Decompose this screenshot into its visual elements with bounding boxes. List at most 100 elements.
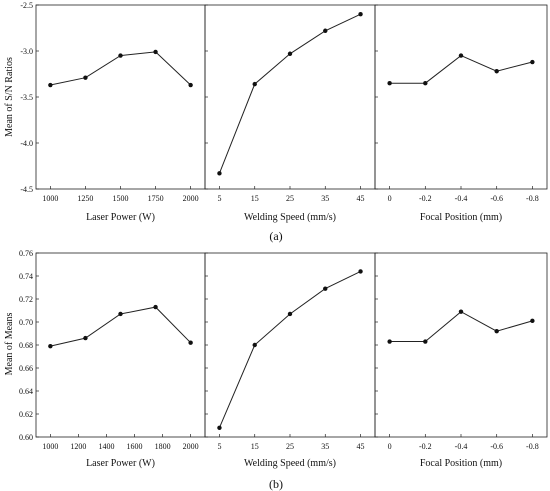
- data-point: [323, 28, 328, 33]
- x-tick-label: 1250: [77, 194, 93, 203]
- data-point: [83, 75, 88, 80]
- data-point: [48, 82, 53, 88]
- x-tick-label: 15: [251, 194, 259, 203]
- chart-b-caption: (b): [269, 477, 283, 491]
- panel-frame: [374, 252, 548, 438]
- data-point: [530, 318, 535, 324]
- x-axis-label: Laser Power (W): [86, 212, 155, 223]
- x-tick-label: 2000: [183, 194, 199, 203]
- data-point: [118, 311, 123, 317]
- x-tick-label: 15: [251, 442, 259, 451]
- data-point: [287, 311, 293, 317]
- chart-a: Mean of S/N Ratios (a) -4.5-4.0-3.5-3.0-…: [4, 1, 548, 243]
- y-tick-label: 0.72: [19, 295, 33, 304]
- data-point: [83, 335, 88, 341]
- x-tick-label: 45: [357, 194, 365, 203]
- data-point: [423, 81, 428, 86]
- x-tick-label: 35: [321, 194, 329, 203]
- y-tick-label: -4.5: [20, 185, 33, 194]
- data-point: [423, 339, 428, 344]
- x-tick-label: 5: [217, 442, 221, 451]
- y-tick-label: 0.66: [19, 364, 33, 373]
- y-tick-label: -3.5: [20, 93, 33, 102]
- x-tick-label: 5: [217, 194, 221, 203]
- x-tick-label: 0: [388, 442, 392, 451]
- y-tick-label: 0.68: [19, 341, 33, 350]
- x-tick-label: 1750: [148, 194, 164, 203]
- chart-0-panel-0: -4.5 -4.0 -3.5 -3.0 -2.5 1000 1250 1500 1750 2000…: [20, 1, 206, 223]
- x-axis-label: Focal Position (mm): [420, 212, 502, 223]
- data-point: [188, 340, 193, 345]
- y-tick-label: 0.64: [19, 387, 33, 396]
- x-axis-label: Laser Power (W): [86, 458, 155, 469]
- data-point: [188, 82, 193, 88]
- data-point: [387, 339, 392, 344]
- data-point: [118, 53, 123, 58]
- y-tick-label: 0.74: [19, 272, 33, 281]
- data-point: [458, 53, 464, 58]
- data-point: [387, 81, 392, 86]
- x-tick-label: 2000: [183, 442, 199, 451]
- x-tick-label: 25: [286, 194, 294, 203]
- y-tick-label: -3.0: [20, 47, 33, 56]
- x-tick-label: -0.6: [490, 442, 503, 451]
- x-tick-label: -0.2: [419, 194, 432, 203]
- panel-frame: [374, 4, 548, 190]
- data-point: [530, 59, 535, 65]
- chart-0-panel-2: 0 -0.2 -0.4 -0.6 -0.8 Focal Position (mm): [374, 4, 548, 223]
- data-point: [153, 304, 158, 310]
- chart-a-ylabel: Mean of S/N Ratios: [4, 57, 15, 137]
- x-tick-label: 1500: [113, 194, 129, 203]
- data-point: [358, 269, 363, 274]
- y-tick-label: 0.62: [19, 410, 33, 419]
- chart-b-ylabel: Mean of Means: [4, 313, 15, 376]
- chart-0-panel-1: 5 15 25 35 45 Welding Speed (mm/s): [204, 4, 376, 223]
- x-tick-label: -0.2: [419, 442, 432, 451]
- data-point: [252, 81, 257, 87]
- y-tick-label: 0.60: [19, 433, 33, 442]
- x-tick-label: -0.4: [455, 194, 468, 203]
- x-axis-label: Focal Position (mm): [420, 458, 502, 469]
- chart-1-panel-2: 0 -0.2 -0.4 -0.6 -0.8 Focal Position (mm): [374, 252, 548, 469]
- x-tick-label: -0.4: [455, 442, 468, 451]
- panel-frame: [35, 4, 206, 190]
- series-line: [389, 311, 533, 342]
- data-point: [252, 342, 257, 348]
- chart-a-caption: (a): [269, 229, 282, 243]
- data-point: [494, 329, 499, 334]
- x-tick-label: 25: [286, 442, 294, 451]
- chart-1-panel-0: 0.60 0.62 0.64 0.66 0.68 0.70 0.72 0.74 0.76 1000…: [19, 249, 206, 469]
- y-tick-label: 0.76: [19, 249, 33, 258]
- data-point: [217, 425, 222, 430]
- series-line: [218, 270, 361, 428]
- x-tick-label: 1400: [98, 442, 114, 451]
- x-axis-label: Welding Speed (mm/s): [244, 458, 336, 469]
- x-tick-label: 35: [321, 442, 329, 451]
- y-tick-label: -2.5: [20, 1, 33, 10]
- chart-1-panel-1: 5 15 25 35 45 Welding Speed (mm/s): [204, 252, 376, 469]
- data-point: [153, 49, 158, 55]
- data-point: [217, 171, 222, 176]
- data-point: [358, 12, 363, 17]
- data-point: [494, 69, 499, 74]
- x-tick-label: 1600: [127, 442, 143, 451]
- data-point: [287, 51, 293, 56]
- x-tick-label: 45: [357, 442, 365, 451]
- data-point: [458, 309, 464, 314]
- series-line: [389, 55, 533, 84]
- y-tick-label: 0.70: [19, 318, 33, 327]
- x-tick-label: 1000: [42, 442, 58, 451]
- data-point: [48, 343, 53, 349]
- panel-frame: [204, 4, 376, 190]
- series-line: [218, 13, 361, 174]
- panel-frame: [204, 252, 376, 438]
- panel-frame: [35, 252, 206, 438]
- data-point: [323, 286, 328, 291]
- x-tick-label: -0.8: [526, 194, 539, 203]
- x-tick-label: -0.6: [490, 194, 503, 203]
- y-tick-label: -4.0: [20, 139, 33, 148]
- x-tick-label: 0: [388, 194, 392, 203]
- x-tick-label: 1200: [70, 442, 86, 451]
- x-tick-label: 1000: [42, 194, 58, 203]
